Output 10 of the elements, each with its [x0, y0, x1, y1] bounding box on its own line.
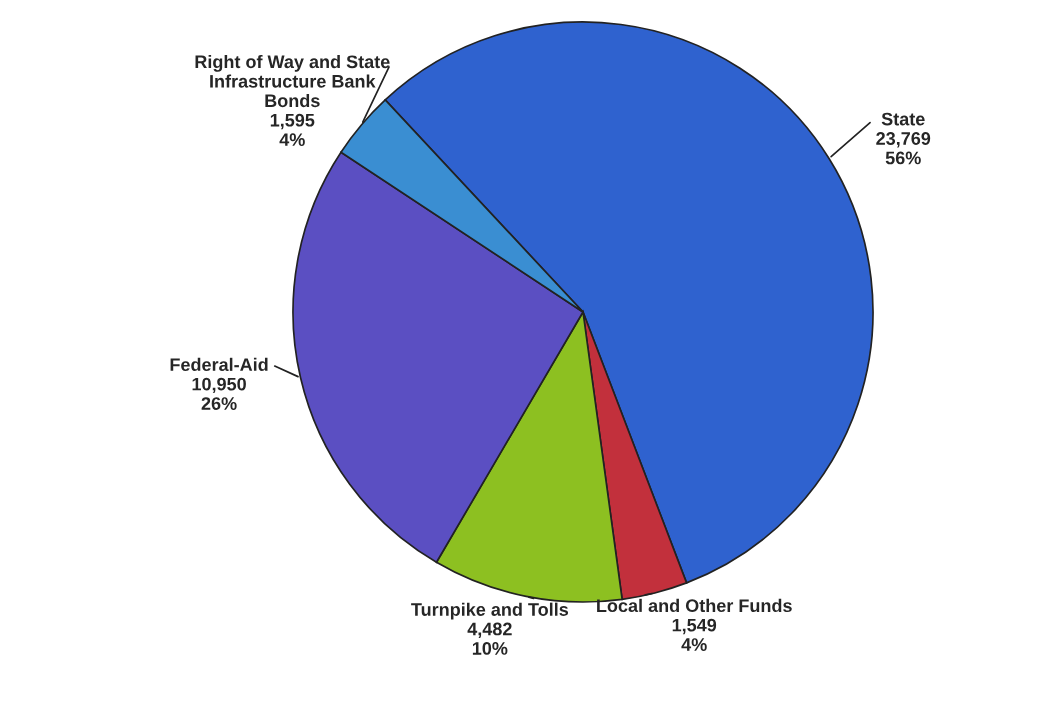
data-label: 1,595 4%	[270, 113, 315, 147]
data-label: 23,769 56%	[876, 132, 931, 165]
slice-label: Local and Other Funds	[597, 598, 792, 613]
slice-label: Federal-Aid	[170, 357, 268, 372]
data-label: 4,482 10%	[467, 622, 512, 655]
slice-label: State	[881, 112, 925, 126]
slice-label: Turnpike and Tolls	[411, 602, 569, 620]
data-label: 1,549 4%	[672, 618, 717, 651]
slice-label: Right of Way and State Infrastructure Bank Bonds	[195, 54, 390, 108]
data-label: 10,950 26%	[192, 377, 246, 410]
